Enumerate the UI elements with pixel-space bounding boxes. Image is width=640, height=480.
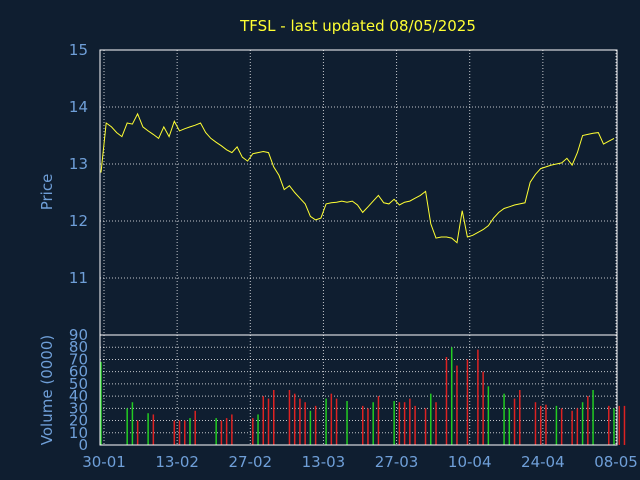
volume-tick-label: 80 (69, 338, 88, 356)
price-grid (100, 50, 617, 335)
volume-tick-label: 0 (78, 436, 88, 454)
volume-frame (99, 334, 618, 446)
volume-tick-label: 20 (69, 412, 88, 430)
x-tick-label: 08-05 (594, 453, 638, 471)
x-tick-label: 30-01 (82, 453, 126, 471)
price-tick-label: 12 (69, 212, 88, 230)
x-tick-label: 13-03 (302, 453, 346, 471)
price-tick-label: 11 (69, 269, 88, 287)
price-tick-label: 15 (69, 41, 88, 59)
x-tick-label: 27-02 (228, 453, 272, 471)
volume-tick-label: 30 (69, 399, 88, 417)
price-line (100, 112, 615, 244)
price-panel: 11 12 13 14 15 Price (38, 41, 618, 336)
price-tick-label: 13 (69, 155, 88, 173)
x-tick-label: 10-04 (448, 453, 492, 471)
x-tick-label: 27-03 (375, 453, 419, 471)
chart-title: TFSL - last updated 08/05/2025 (239, 17, 476, 35)
x-tick-label: 24-04 (521, 453, 565, 471)
volume-tick-label: 40 (69, 387, 88, 405)
x-axis-ticks: 30-01 13-02 27-02 13-03 27-03 10-04 24-04 08-05 (82, 453, 638, 471)
volume-bars (100, 347, 626, 445)
volume-axis-label: Volume (0000) (38, 335, 56, 445)
volume-tick-label: 60 (69, 363, 88, 381)
volume-tick-label: 50 (69, 375, 88, 393)
price-y-ticks: 11 12 13 14 15 (69, 41, 88, 287)
volume-tick-label: 70 (69, 350, 88, 368)
volume-tick-label: 90 (69, 326, 88, 344)
volume-tick-label: 10 (69, 424, 88, 442)
price-tick-label: 14 (69, 98, 88, 116)
price-axis-label: Price (38, 174, 56, 211)
x-tick-label: 13-02 (155, 453, 199, 471)
volume-grid (100, 335, 617, 445)
